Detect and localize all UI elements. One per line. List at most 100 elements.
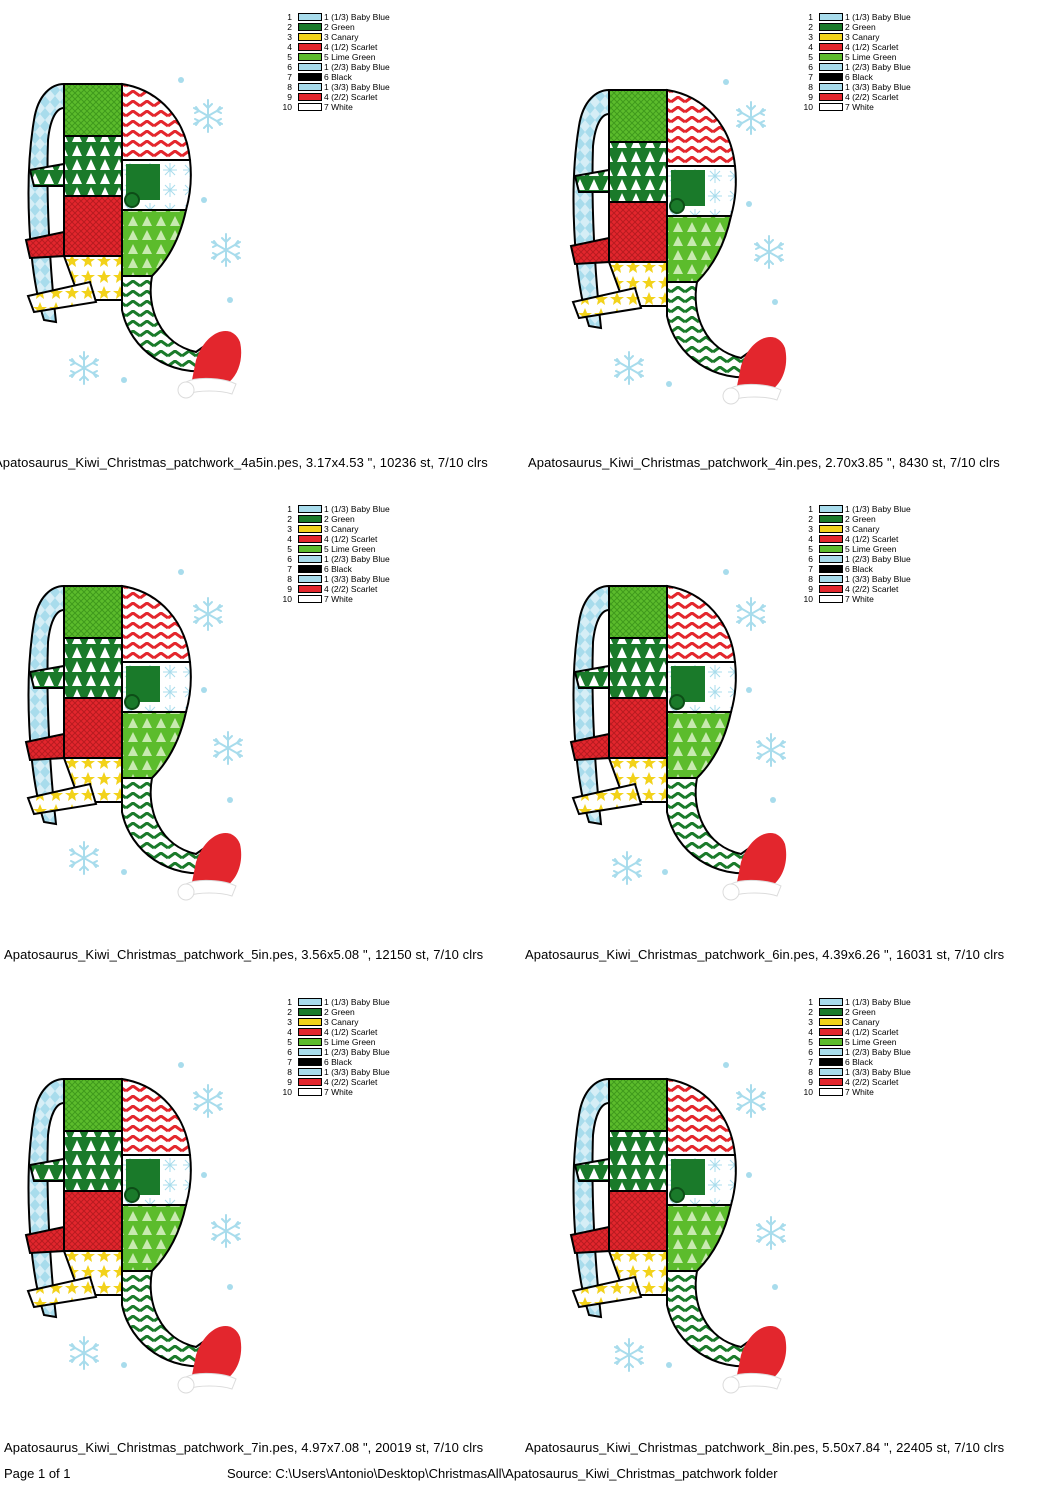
legend-number: 4 xyxy=(287,42,292,52)
color-swatch xyxy=(819,63,843,71)
color-swatch xyxy=(819,23,843,31)
color-swatch xyxy=(298,83,322,91)
color-legend: 1 1 (1/3) Baby Blue 2 2 Green 3 3 Canary 4 4 (1… xyxy=(276,504,446,604)
legend-label: 1 (2/3) Baby Blue xyxy=(324,554,390,564)
legend-label: 1 (3/3) Baby Blue xyxy=(845,1067,911,1077)
color-swatch xyxy=(819,1068,843,1076)
legend-number: 1 xyxy=(808,12,813,22)
legend-row: 7 6 Black xyxy=(797,72,967,82)
color-swatch xyxy=(298,1088,322,1096)
color-swatch xyxy=(298,565,322,573)
legend-label: 1 (1/3) Baby Blue xyxy=(845,504,911,514)
legend-number: 10 xyxy=(282,102,292,112)
color-swatch xyxy=(819,1038,843,1046)
legend-row: 3 3 Canary xyxy=(797,1017,967,1027)
legend-label: 7 White xyxy=(845,594,874,604)
legend-number: 10 xyxy=(803,594,813,604)
legend-number: 1 xyxy=(808,504,813,514)
legend-row: 2 2 Green xyxy=(797,1007,967,1017)
color-swatch xyxy=(298,998,322,1006)
legend-label: 1 (3/3) Baby Blue xyxy=(845,82,911,92)
legend-number: 5 xyxy=(808,52,813,62)
legend-row: 1 1 (1/3) Baby Blue xyxy=(797,12,967,22)
legend-row: 7 6 Black xyxy=(797,1057,967,1067)
legend-label: 2 Green xyxy=(845,22,876,32)
legend-label: 3 Canary xyxy=(845,32,880,42)
design-cell: 1 1 (1/3) Baby Blue 2 2 Green 3 3 Canary 4 4 (1… xyxy=(0,985,525,1477)
legend-label: 1 (2/3) Baby Blue xyxy=(324,1047,390,1057)
color-swatch xyxy=(819,1048,843,1056)
legend-number: 3 xyxy=(808,32,813,42)
design-cell: 1 1 (1/3) Baby Blue 2 2 Green 3 3 Canary 4 4 (1… xyxy=(525,0,1050,492)
color-swatch xyxy=(819,43,843,51)
legend-number: 7 xyxy=(808,72,813,82)
color-swatch xyxy=(298,555,322,563)
legend-row: 10 7 White xyxy=(276,594,446,604)
legend-label: 4 (2/2) Scarlet xyxy=(845,92,899,102)
legend-number: 6 xyxy=(808,1047,813,1057)
legend-label: 4 (1/2) Scarlet xyxy=(845,534,899,544)
color-swatch xyxy=(819,585,843,593)
color-swatch xyxy=(819,33,843,41)
legend-row: 10 7 White xyxy=(797,1087,967,1097)
legend-number: 9 xyxy=(808,584,813,594)
legend-number: 8 xyxy=(808,574,813,584)
legend-number: 1 xyxy=(808,997,813,1007)
legend-number: 2 xyxy=(287,22,292,32)
legend-row: 6 1 (2/3) Baby Blue xyxy=(797,1047,967,1057)
design-caption: Apatosaurus_Kiwi_Christmas_patchwork_8in… xyxy=(525,1440,1005,1455)
color-swatch xyxy=(298,63,322,71)
legend-label: 3 Canary xyxy=(845,1017,880,1027)
legend-row: 4 4 (1/2) Scarlet xyxy=(276,42,446,52)
legend-number: 1 xyxy=(287,504,292,514)
legend-label: 7 White xyxy=(845,1087,874,1097)
legend-number: 5 xyxy=(808,1037,813,1047)
legend-row: 4 4 (1/2) Scarlet xyxy=(276,534,446,544)
legend-row: 8 1 (3/3) Baby Blue xyxy=(276,574,446,584)
legend-number: 3 xyxy=(287,32,292,42)
legend-row: 7 6 Black xyxy=(797,564,967,574)
color-swatch xyxy=(298,1018,322,1026)
legend-row: 6 1 (2/3) Baby Blue xyxy=(276,62,446,72)
color-swatch xyxy=(819,505,843,513)
legend-row: 1 1 (1/3) Baby Blue xyxy=(276,12,446,22)
color-swatch xyxy=(819,1058,843,1066)
legend-label: 4 (2/2) Scarlet xyxy=(845,1077,899,1087)
legend-row: 9 4 (2/2) Scarlet xyxy=(797,92,967,102)
color-swatch xyxy=(819,53,843,61)
color-swatch xyxy=(819,555,843,563)
design-preview-image xyxy=(25,569,243,901)
legend-number: 8 xyxy=(808,1067,813,1077)
color-swatch xyxy=(298,33,322,41)
color-swatch xyxy=(819,565,843,573)
color-legend: 1 1 (1/3) Baby Blue 2 2 Green 3 3 Canary 4 4 (1… xyxy=(276,997,446,1097)
legend-number: 2 xyxy=(287,1007,292,1017)
legend-row: 9 4 (2/2) Scarlet xyxy=(276,584,446,594)
legend-row: 3 3 Canary xyxy=(276,32,446,42)
legend-number: 6 xyxy=(808,62,813,72)
color-swatch xyxy=(819,13,843,21)
legend-row: 2 2 Green xyxy=(797,22,967,32)
legend-number: 4 xyxy=(287,1027,292,1037)
legend-row: 1 1 (1/3) Baby Blue xyxy=(276,997,446,1007)
legend-number: 7 xyxy=(287,1057,292,1067)
color-swatch xyxy=(298,515,322,523)
legend-number: 7 xyxy=(808,1057,813,1067)
legend-row: 1 1 (1/3) Baby Blue xyxy=(276,504,446,514)
legend-label: 4 (2/2) Scarlet xyxy=(324,584,378,594)
color-swatch xyxy=(819,1008,843,1016)
legend-number: 4 xyxy=(808,534,813,544)
legend-row: 4 4 (1/2) Scarlet xyxy=(276,1027,446,1037)
legend-row: 3 3 Canary xyxy=(797,524,967,534)
legend-number: 2 xyxy=(808,22,813,32)
legend-number: 9 xyxy=(287,92,292,102)
legend-label: 4 (2/2) Scarlet xyxy=(324,92,378,102)
color-swatch xyxy=(819,595,843,603)
legend-number: 4 xyxy=(808,1027,813,1037)
color-swatch xyxy=(298,575,322,583)
color-swatch xyxy=(298,53,322,61)
color-swatch xyxy=(819,525,843,533)
legend-label: 6 Black xyxy=(324,564,352,574)
legend-label: 1 (2/3) Baby Blue xyxy=(845,1047,911,1057)
legend-label: 7 White xyxy=(324,1087,353,1097)
